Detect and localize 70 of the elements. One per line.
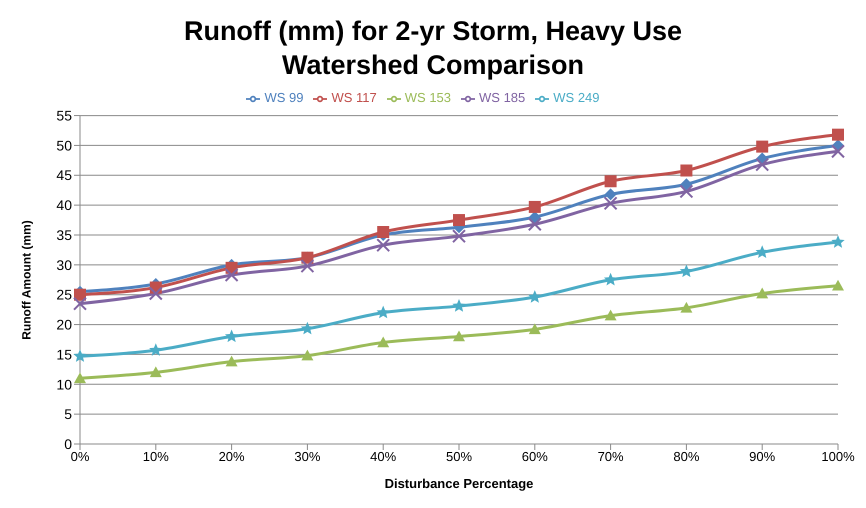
y-tick-label: 35 xyxy=(56,226,72,243)
y-tick-label: 5 xyxy=(64,406,72,422)
point xyxy=(756,288,768,298)
point xyxy=(224,330,238,342)
point xyxy=(756,140,768,153)
point xyxy=(452,229,466,244)
point xyxy=(831,235,845,248)
point xyxy=(832,128,844,141)
point xyxy=(528,211,541,224)
point xyxy=(300,259,314,274)
legend-label: WS 185 xyxy=(479,90,526,105)
point xyxy=(376,238,390,252)
legend-label: WS 99 xyxy=(264,90,304,105)
legend-label: WS 249 xyxy=(553,90,600,105)
y-axis-title: Runoff Amount (mm) xyxy=(19,220,34,340)
x-tick-label: 80% xyxy=(673,449,700,464)
point xyxy=(149,343,162,356)
x-tick-label: 20% xyxy=(218,449,246,464)
point xyxy=(148,286,163,301)
point xyxy=(604,272,618,286)
y-tick-label: 25 xyxy=(56,286,72,303)
x-tick-label: 30% xyxy=(294,449,321,464)
y-tick-label: 0 xyxy=(64,436,72,452)
y-tick-label: 20 xyxy=(56,316,72,333)
point xyxy=(680,178,692,190)
point xyxy=(301,350,314,360)
point xyxy=(528,323,541,334)
point xyxy=(604,196,618,210)
point xyxy=(73,349,87,362)
y-tick-label: 50 xyxy=(56,137,72,154)
y-tick-label: 40 xyxy=(56,197,72,214)
point xyxy=(73,296,87,311)
x-tick-label: 10% xyxy=(142,449,170,464)
x-tick-label: 50% xyxy=(446,449,472,464)
x-tick-label: 70% xyxy=(598,449,624,464)
point xyxy=(680,164,692,176)
x-tick-label: 60% xyxy=(522,449,548,464)
point xyxy=(756,245,769,258)
point xyxy=(831,144,845,158)
x-tick-label: 0% xyxy=(70,449,90,464)
x-tick-label: 90% xyxy=(749,449,776,464)
point xyxy=(680,302,692,313)
point xyxy=(453,330,465,342)
y-tick-label: 55 xyxy=(56,108,72,124)
point xyxy=(528,217,542,232)
y-tick-label: 45 xyxy=(56,167,72,184)
point xyxy=(150,366,162,378)
point xyxy=(226,356,238,366)
point xyxy=(604,188,617,200)
point xyxy=(755,158,770,172)
point xyxy=(452,299,466,312)
point xyxy=(528,200,541,213)
x-tick-label: 100% xyxy=(821,449,856,464)
point xyxy=(453,214,465,226)
point xyxy=(604,175,617,188)
point xyxy=(224,268,239,282)
point xyxy=(376,306,390,318)
legend-label: WS 153 xyxy=(404,90,452,105)
point xyxy=(679,184,694,198)
point xyxy=(832,280,844,291)
point xyxy=(604,310,617,320)
y-tick-label: 30 xyxy=(56,256,72,273)
point xyxy=(377,336,390,348)
x-axis-title: Disturbance Percentage xyxy=(384,476,534,491)
legend-label: WS 117 xyxy=(331,90,377,105)
y-tick-label: 15 xyxy=(56,346,72,362)
point xyxy=(528,290,542,303)
x-tick-label: 40% xyxy=(370,449,397,464)
y-tick-label: 10 xyxy=(56,376,72,392)
chart-title: Runoff (mm) for 2-yr Storm, Heavy Use Watershed Comparison xyxy=(182,15,684,82)
